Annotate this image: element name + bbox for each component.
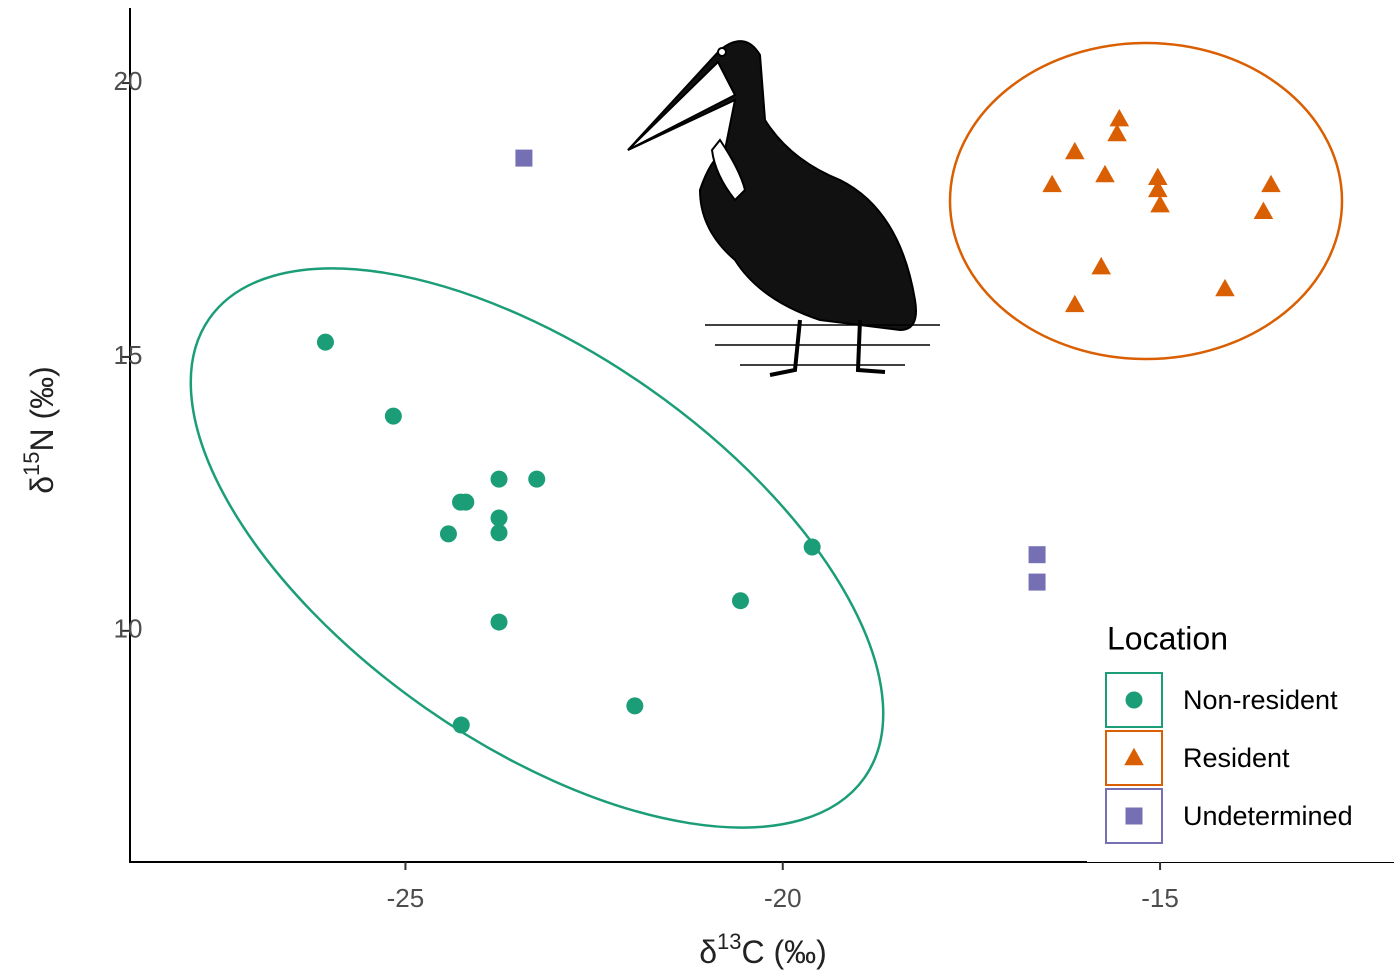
pelican-illustration — [627, 40, 940, 377]
x-axis-label: δ13C (‰) — [699, 929, 827, 971]
point — [316, 333, 334, 351]
point — [1150, 195, 1170, 213]
point — [1091, 256, 1111, 275]
x-label-sup: 13 — [717, 929, 741, 954]
point — [1028, 546, 1046, 564]
point — [439, 525, 457, 543]
legend-symbol — [1125, 807, 1143, 825]
point — [457, 493, 475, 511]
legend-label: Undetermined — [1183, 801, 1353, 831]
y-axis-label: δ15N (‰) — [19, 366, 61, 494]
legend-key — [1105, 788, 1163, 844]
legend-key — [1105, 672, 1163, 728]
legend-label: Non-resident — [1183, 685, 1338, 715]
ellipse-non-resident — [189, 267, 885, 829]
ellipse-resident — [948, 41, 1344, 361]
x-tick-label: -25 — [387, 883, 425, 913]
point — [452, 716, 470, 734]
x-label-prefix: δ — [699, 934, 717, 970]
point — [528, 470, 546, 488]
point — [1107, 123, 1127, 142]
point — [1109, 109, 1130, 127]
legend-title: Location — [1107, 620, 1228, 656]
y-label-sup: 15 — [19, 452, 44, 476]
point — [1095, 164, 1115, 183]
point — [1261, 174, 1281, 193]
point — [803, 538, 821, 556]
point — [490, 509, 508, 527]
legend-symbol — [1124, 747, 1144, 766]
point — [1065, 141, 1085, 160]
legend-label: Resident — [1183, 743, 1290, 773]
y-label-prefix: δ — [24, 476, 60, 494]
point — [384, 407, 402, 425]
point — [1148, 179, 1168, 198]
point — [626, 697, 644, 715]
point — [1148, 167, 1168, 186]
x-tick-label: -20 — [764, 883, 802, 913]
point — [1065, 294, 1085, 313]
point — [490, 524, 508, 542]
point — [1253, 201, 1274, 220]
legend-key — [1105, 730, 1163, 786]
point — [490, 470, 508, 488]
point — [1042, 174, 1062, 193]
y-tick-label: 15 — [114, 340, 143, 370]
y-label-text: N (‰) — [24, 366, 60, 451]
legend-symbol — [1125, 691, 1143, 709]
point — [490, 613, 508, 631]
y-tick-label: 20 — [114, 66, 143, 96]
x-tick-label: -15 — [1141, 883, 1179, 913]
x-label-text: C (‰) — [741, 934, 826, 970]
point — [515, 149, 533, 167]
point — [1215, 278, 1235, 297]
point — [1028, 573, 1046, 591]
y-tick-label: 10 — [114, 614, 143, 644]
point — [731, 592, 749, 610]
